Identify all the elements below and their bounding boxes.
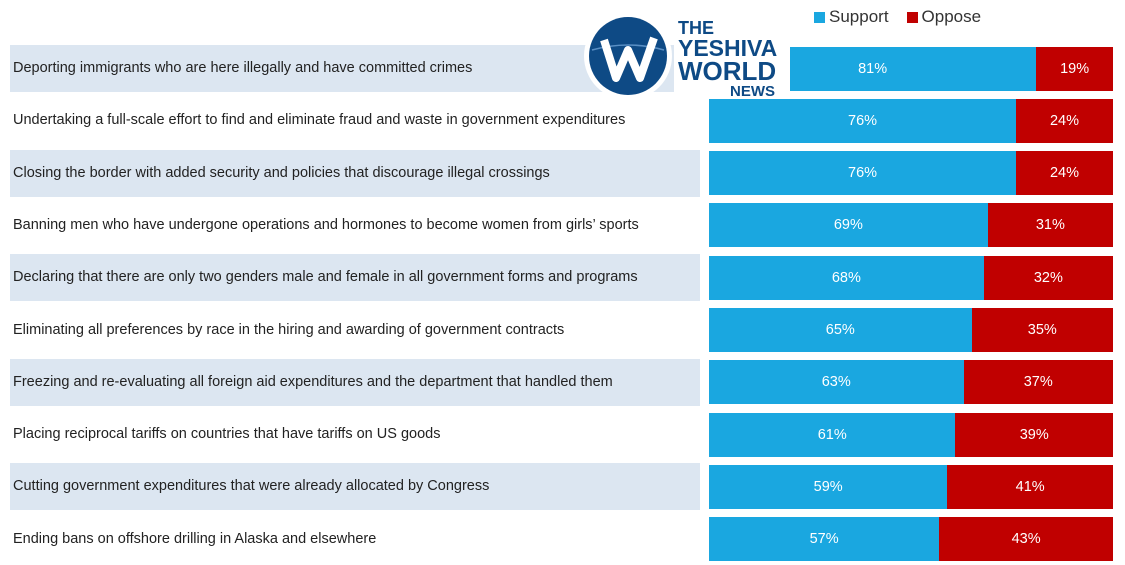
data-label-oppose: 24% xyxy=(1049,165,1080,182)
bar-oppose: 24% xyxy=(1016,151,1113,196)
data-label-oppose: 19% xyxy=(1060,60,1090,77)
data-label-oppose: 32% xyxy=(1033,269,1063,286)
data-label-oppose: 37% xyxy=(1023,374,1053,391)
data-label-oppose: 39% xyxy=(1019,426,1049,443)
logo-text-the: THE xyxy=(678,18,714,38)
data-label-support: 76% xyxy=(848,165,878,182)
data-label-oppose: 31% xyxy=(1035,217,1065,234)
legend-item-oppose: Oppose xyxy=(906,7,982,27)
bar-support: 76% xyxy=(709,98,1017,143)
category-label: Ending bans on offshore drilling in Alas… xyxy=(10,515,700,563)
category-label: Cutting government expenditures that wer… xyxy=(10,463,700,511)
legend-label-support: Support xyxy=(829,7,889,26)
bar-support: 69% xyxy=(709,203,988,248)
bar-support: 65% xyxy=(709,308,972,352)
bar-support: 61% xyxy=(709,412,956,457)
data-label-support: 59% xyxy=(813,478,843,495)
bar-support: 57% xyxy=(709,517,940,562)
data-label-support: 63% xyxy=(821,374,851,391)
bar-support: 63% xyxy=(709,360,964,405)
bar-oppose: 35% xyxy=(971,308,1113,352)
data-label-oppose: 43% xyxy=(1011,531,1041,548)
chart-legend: Support Oppose xyxy=(814,6,999,28)
category-label: Closing the border with added security a… xyxy=(10,149,700,197)
category-label: Undertaking a full-scale effort to find … xyxy=(10,97,700,145)
data-label-oppose: 24% xyxy=(1049,112,1080,129)
logo-text-world: WORLD xyxy=(678,56,776,86)
logo-text-news: NEWS xyxy=(730,83,775,100)
legend-swatch-oppose xyxy=(906,11,918,23)
category-label: Eliminating all preferences by race in t… xyxy=(10,306,700,354)
bar-oppose: 19% xyxy=(1036,46,1113,91)
yeshiva-world-news-logo: THE YESHIVA WORLD NEWS xyxy=(584,12,790,100)
data-label-support: 68% xyxy=(831,269,861,286)
legend-label-oppose: Oppose xyxy=(921,7,982,26)
bar-oppose: 24% xyxy=(1016,98,1113,143)
category-label: Placing reciprocal tariffs on countries … xyxy=(10,411,700,459)
bar-oppose: 39% xyxy=(955,412,1113,457)
data-label-oppose: 35% xyxy=(1027,322,1057,338)
bar-support: 68% xyxy=(709,255,984,300)
data-label-support: 61% xyxy=(817,426,847,443)
legend-item-support: Support xyxy=(814,7,889,27)
bar-oppose: 43% xyxy=(939,517,1113,562)
logo-w-mark xyxy=(600,36,658,82)
bar-oppose: 31% xyxy=(987,203,1113,248)
legend-swatch-support xyxy=(814,11,825,23)
data-label-support: 65% xyxy=(825,322,855,338)
bar-support: 76% xyxy=(709,151,1017,196)
category-label: Freezing and re-evaluating all foreign a… xyxy=(10,358,700,406)
bar-oppose: 32% xyxy=(983,255,1113,300)
logo-text-backdrop xyxy=(674,16,790,96)
category-label: Declaring that there are only two gender… xyxy=(10,254,700,302)
data-label-support: 69% xyxy=(833,217,863,234)
data-label-support: 81% xyxy=(858,60,888,77)
bar-support: 59% xyxy=(709,464,948,509)
data-label-support: 57% xyxy=(809,531,839,548)
bar-oppose: 37% xyxy=(963,360,1113,405)
logo-text-yeshiva: YESHIVA xyxy=(678,35,777,61)
bar-oppose: 41% xyxy=(947,464,1113,509)
data-label-oppose: 41% xyxy=(1015,478,1045,495)
logo-globe-arc xyxy=(591,44,665,51)
category-label: Banning men who have undergone operation… xyxy=(10,201,700,249)
data-label-support: 76% xyxy=(848,112,878,129)
